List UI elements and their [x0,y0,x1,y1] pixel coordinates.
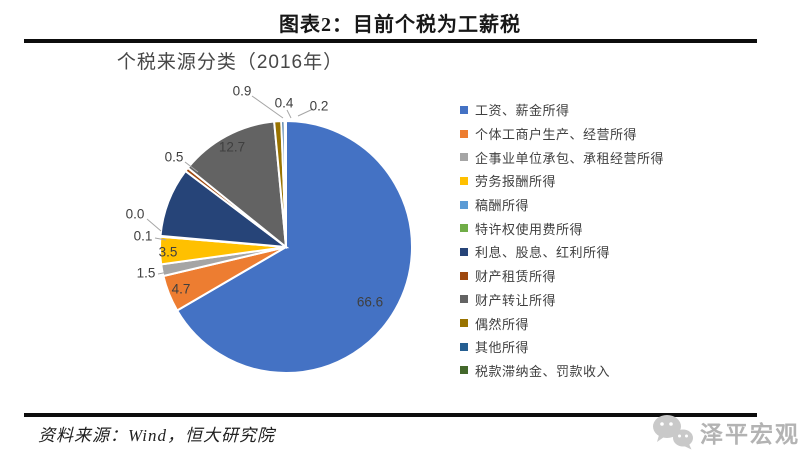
legend-marker [460,342,468,351]
legend-label: 财产转让所得 [475,292,557,308]
pie-data-label: 1.5 [137,266,156,281]
pie-data-label: 0.2 [310,99,329,114]
legend-marker [460,247,468,256]
legend-item: 个体工商户生产、经营所得 [460,122,664,146]
legend-item: 工资、薪金所得 [460,98,664,122]
top-rule [24,39,757,43]
leader-line [184,161,199,173]
leader-line [297,108,314,117]
legend-item: 劳务报酬所得 [460,169,664,193]
legend-item: 特许权使用费所得 [460,216,664,240]
page-title: 图表2：目前个税为工薪税 [279,14,521,36]
legend-marker [460,176,468,185]
pie-data-label: 4.7 [172,282,191,297]
chart-title: 个税来源分类（2016年） [116,52,344,73]
legend-label: 其他所得 [475,340,530,356]
leader-line [251,95,284,119]
pie-slice [283,119,287,248]
legend-item: 税款滞纳金、罚款收入 [460,359,664,383]
legend-label: 工资、薪金所得 [475,103,570,119]
leader-line [146,218,162,232]
pie-data-label: 0.9 [233,84,252,99]
legend-item: 偶然所得 [460,311,664,335]
legend-label: 偶然所得 [475,316,530,332]
legend-label: 税款滞纳金、罚款收入 [475,363,611,379]
pie-data-label: 0.0 [126,207,145,222]
legend-marker [460,153,468,162]
leader-line [286,109,292,119]
pie-data-label: 0.4 [275,96,294,111]
pie-data-label: 66.6 [357,295,383,310]
legend-item: 利息、股息、红利所得 [460,240,664,264]
legend-label: 财产租赁所得 [475,269,557,285]
legend-marker [460,224,468,233]
legend-marker [460,295,468,304]
legend-marker [460,105,468,114]
chart-legend: 工资、薪金所得个体工商户生产、经营所得企事业单位承包、承租经营所得 劳务报酬所得稿… [460,98,664,382]
legend-item: 企事业单位承包、承租经营所得 [460,145,664,169]
legend-item: 财产转让所得 [460,288,664,312]
bottom-rule [24,413,757,417]
legend-item: 稿酬所得 [460,193,664,217]
legend-marker [460,366,468,375]
pie-data-label: 3.5 [159,245,178,260]
leader-line [157,270,174,275]
wechat-icon [653,415,693,450]
legend-label: 个体工商户生产、经营所得 [475,127,638,143]
pie-chart: 66.6 4.7 1.53.5 0.1 0.0 0.5 12.7 0.9 0.4 0.2 [126,84,413,374]
legend-marker [460,271,468,280]
pie-slice [186,120,288,250]
leader-line [154,237,167,241]
pie-slice [175,119,413,374]
pie-data-label: 0.1 [134,229,153,244]
legend-marker [460,200,468,209]
legend-label: 劳务报酬所得 [475,174,557,190]
legend-label: 特许权使用费所得 [475,221,584,237]
legend-item: 财产租赁所得 [460,264,664,288]
legend-label: 稿酬所得 [475,198,530,214]
legend-item: 其他所得 [460,335,664,359]
legend-label: 企事业单位承包、承租经营所得 [475,150,665,166]
legend-marker [460,129,468,138]
pie-data-label: 12.7 [219,140,245,155]
legend-marker [460,319,468,328]
legend-label: 利息、股息、红利所得 [475,245,611,261]
source-note: 资料来源：Wind，恒大研究院 [38,426,275,445]
pie-data-label: 0.5 [165,150,184,165]
watermark-text: 泽平宏观 [700,421,800,447]
watermark: 泽平宏观 [650,413,800,451]
